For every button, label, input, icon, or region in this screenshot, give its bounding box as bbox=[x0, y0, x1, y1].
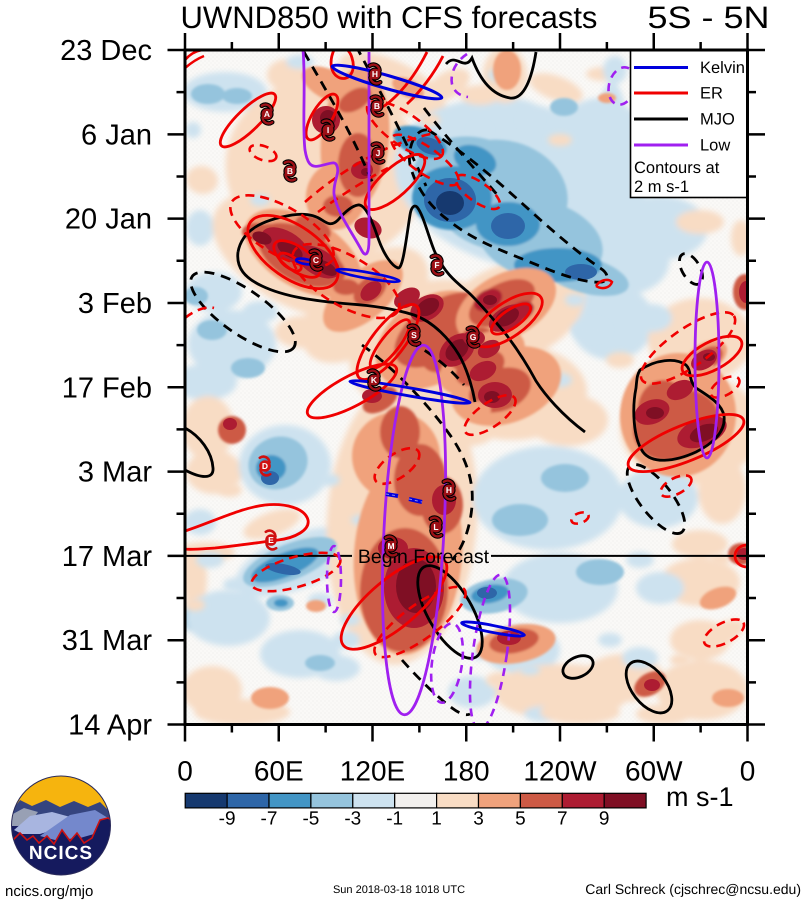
svg-text:Kelvin: Kelvin bbox=[700, 59, 745, 77]
svg-text:60E: 60E bbox=[254, 756, 304, 787]
svg-text:C: C bbox=[313, 255, 319, 265]
svg-text:180: 180 bbox=[443, 756, 490, 787]
svg-text:G: G bbox=[470, 332, 477, 342]
svg-text:17 Feb: 17 Feb bbox=[62, 372, 152, 404]
svg-text:J: J bbox=[376, 148, 381, 158]
svg-text:Low: Low bbox=[700, 137, 730, 155]
svg-text:-9: -9 bbox=[219, 808, 236, 829]
svg-text:L: L bbox=[433, 522, 438, 532]
svg-text:A: A bbox=[264, 109, 270, 119]
svg-text:120E: 120E bbox=[340, 756, 405, 787]
svg-text:D: D bbox=[262, 461, 268, 471]
svg-text:3: 3 bbox=[473, 808, 484, 829]
svg-text:ncics.org/mjo: ncics.org/mjo bbox=[5, 883, 93, 900]
svg-text:B: B bbox=[374, 101, 380, 111]
svg-text:NCICS: NCICS bbox=[29, 843, 93, 864]
svg-text:31 Mar: 31 Mar bbox=[62, 625, 153, 657]
svg-text:17 Mar: 17 Mar bbox=[62, 541, 153, 573]
svg-text:m s-1: m s-1 bbox=[666, 782, 734, 812]
svg-text:S: S bbox=[411, 330, 417, 340]
svg-text:2 m s-1: 2 m s-1 bbox=[634, 178, 689, 196]
svg-text:H: H bbox=[372, 69, 378, 79]
svg-text:F: F bbox=[434, 260, 439, 270]
svg-text:7: 7 bbox=[557, 808, 568, 829]
svg-text:M: M bbox=[387, 541, 394, 551]
svg-text:14 Apr: 14 Apr bbox=[68, 710, 152, 742]
svg-text:-3: -3 bbox=[344, 808, 361, 829]
svg-text:ER: ER bbox=[700, 85, 723, 103]
svg-text:-1: -1 bbox=[386, 808, 403, 829]
svg-text:3 Feb: 3 Feb bbox=[78, 288, 152, 320]
svg-text:5S - 5N: 5S - 5N bbox=[648, 0, 770, 35]
svg-text:20 Jan: 20 Jan bbox=[65, 204, 152, 236]
svg-text:0: 0 bbox=[740, 756, 756, 787]
svg-text:9: 9 bbox=[599, 808, 610, 829]
svg-text:1: 1 bbox=[431, 808, 442, 829]
svg-text:3 Mar: 3 Mar bbox=[78, 457, 152, 489]
svg-text:Contours at: Contours at bbox=[634, 159, 720, 177]
svg-text:UWND850 with CFS forecasts: UWND850 with CFS forecasts bbox=[181, 0, 598, 35]
svg-text:-5: -5 bbox=[302, 808, 319, 829]
svg-text:Carl Schreck (cjschrec@ncsu.ed: Carl Schreck (cjschrec@ncsu.edu) bbox=[585, 881, 801, 897]
svg-text:6 Jan: 6 Jan bbox=[81, 119, 152, 151]
svg-text:-7: -7 bbox=[261, 808, 278, 829]
svg-text:60W: 60W bbox=[625, 756, 683, 787]
svg-text:H: H bbox=[446, 485, 452, 495]
svg-text:120W: 120W bbox=[523, 756, 597, 787]
svg-text:I: I bbox=[327, 125, 329, 135]
svg-text:23 Dec: 23 Dec bbox=[60, 35, 152, 67]
svg-text:K: K bbox=[371, 375, 378, 385]
svg-text:E: E bbox=[268, 535, 274, 545]
svg-text:0: 0 bbox=[177, 756, 193, 787]
svg-text:MJO: MJO bbox=[700, 111, 735, 129]
svg-text:Begin Forecast: Begin Forecast bbox=[358, 546, 490, 568]
svg-text:Sun 2018-03-18 1018 UTC: Sun 2018-03-18 1018 UTC bbox=[333, 884, 465, 896]
svg-text:5: 5 bbox=[515, 808, 526, 829]
svg-text:B: B bbox=[287, 166, 293, 176]
